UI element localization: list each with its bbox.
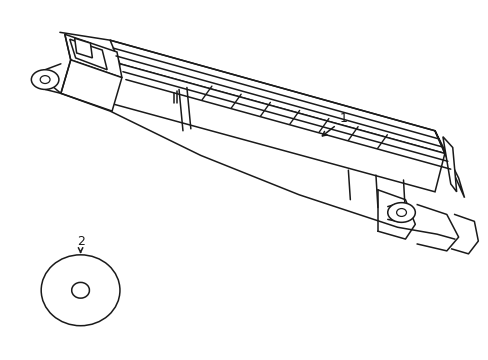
Polygon shape (61, 60, 122, 111)
Polygon shape (70, 39, 107, 70)
Polygon shape (65, 34, 122, 78)
Polygon shape (75, 38, 92, 58)
Ellipse shape (41, 255, 120, 326)
Ellipse shape (40, 76, 50, 84)
Ellipse shape (31, 70, 59, 89)
Polygon shape (110, 40, 444, 153)
Ellipse shape (387, 203, 414, 222)
Polygon shape (442, 137, 456, 192)
Text: 2: 2 (77, 235, 84, 248)
Polygon shape (110, 64, 444, 192)
Polygon shape (53, 266, 108, 314)
Polygon shape (434, 131, 464, 198)
Text: 1: 1 (339, 112, 346, 125)
Ellipse shape (396, 208, 406, 216)
